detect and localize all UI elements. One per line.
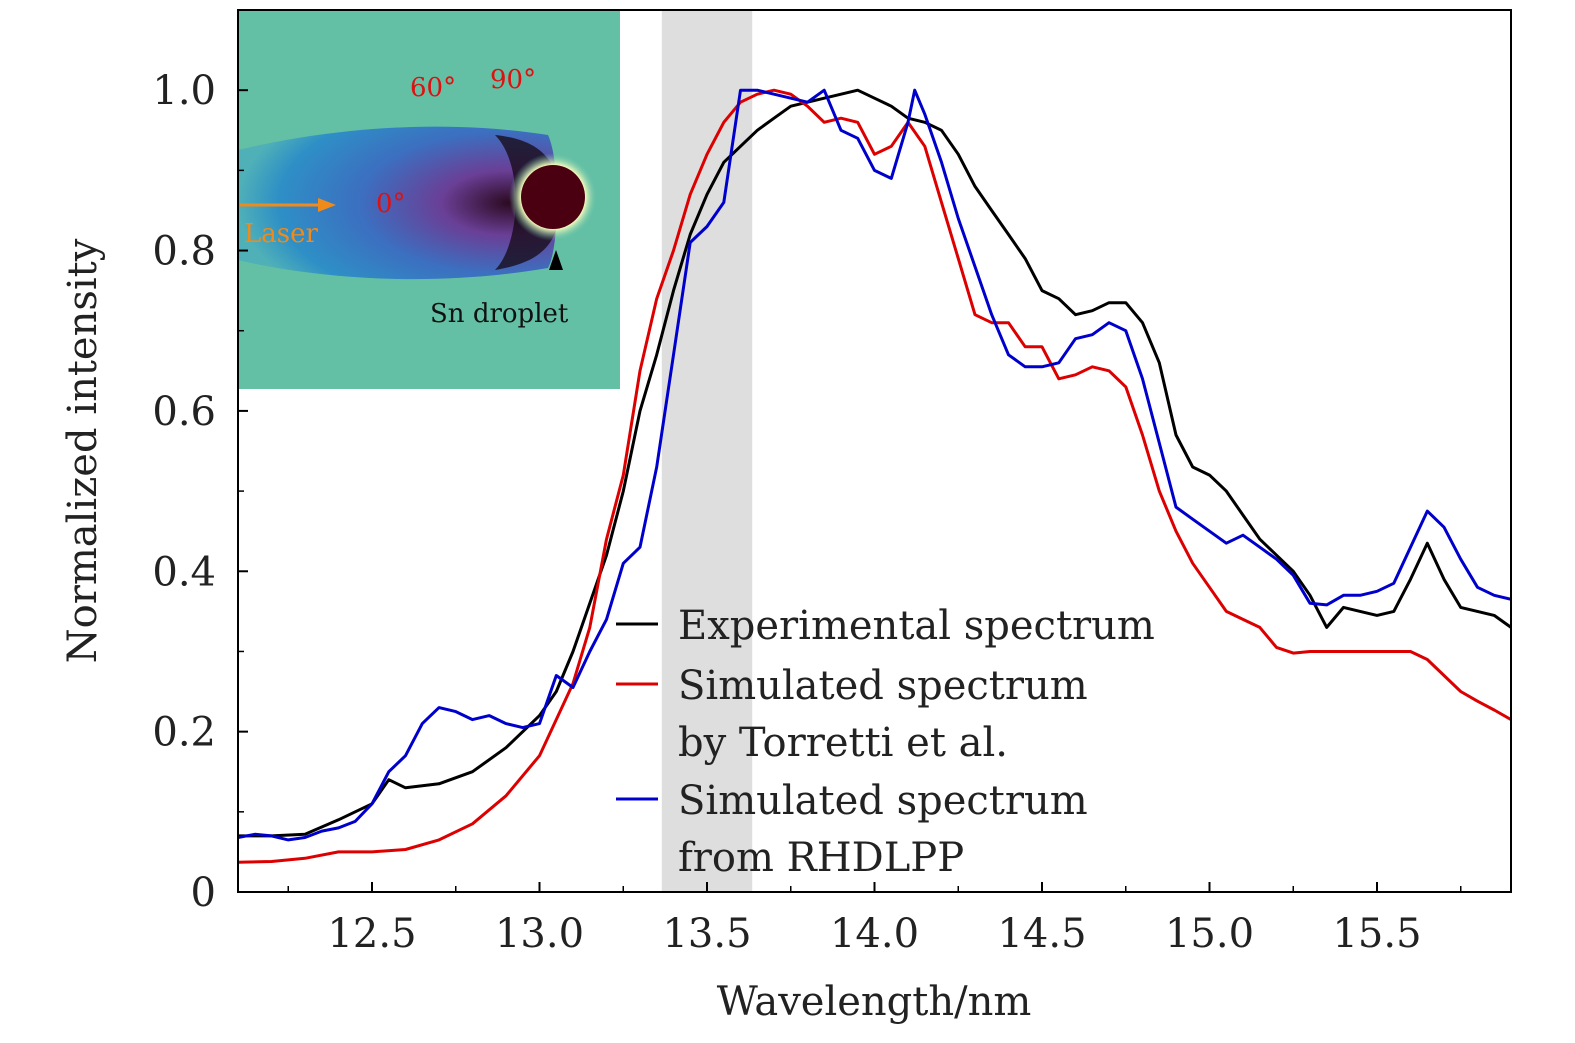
label-60deg: 60° bbox=[410, 73, 456, 103]
label-90deg: 90° bbox=[490, 65, 536, 95]
x-tick-label: 14.5 bbox=[997, 911, 1086, 957]
y-tick-label: 0.8 bbox=[152, 229, 216, 275]
label-sn-droplet: Sn droplet bbox=[430, 299, 569, 329]
inset-simulation-image: 60° 90° 0° Laser Sn droplet bbox=[238, 10, 620, 389]
legend: Experimental spectrum Simulated spectrum b… bbox=[616, 603, 1155, 881]
laser-arrow-head bbox=[318, 198, 336, 212]
x-tick-label: 15.5 bbox=[1332, 911, 1421, 957]
legend-label-2: by Torretti et al. bbox=[678, 720, 1008, 766]
series-line-3 bbox=[238, 88, 1511, 842]
x-tick-label: 12.5 bbox=[327, 911, 416, 957]
x-axis-title: Wavelength/nm bbox=[717, 979, 1032, 1025]
legend-label-3: Simulated spectrum bbox=[678, 778, 1088, 824]
plasma-plume bbox=[238, 126, 557, 280]
series-line-2 bbox=[238, 88, 1511, 864]
sn-droplet bbox=[521, 165, 585, 229]
y-tick-label: 0.6 bbox=[152, 389, 216, 435]
series-lines bbox=[238, 88, 1511, 864]
y-tick-label: 0.4 bbox=[152, 549, 216, 595]
axis-ticks: 12.5 13.0 13.5 14.0 14.5 15.0 15.5 0 0.2 0.4 0.6 0.… bbox=[152, 9, 1462, 957]
y-tick-label: 1.0 bbox=[152, 68, 216, 114]
x-tick-label: 15.0 bbox=[1165, 911, 1254, 957]
y-axis-title: Normalized intensity bbox=[60, 238, 106, 663]
x-tick-label: 13.0 bbox=[495, 911, 584, 957]
legend-label-2: Simulated spectrum bbox=[678, 663, 1088, 709]
droplet-pointer-icon bbox=[549, 250, 563, 270]
x-tick-label: 14.0 bbox=[830, 911, 919, 957]
label-laser: Laser bbox=[244, 219, 318, 249]
legend-label-3: from RHDLPP bbox=[678, 835, 964, 881]
legend-label-1: Experimental spectrum bbox=[678, 603, 1155, 649]
y-tick-label: 0.2 bbox=[152, 710, 216, 756]
label-0deg: 0° bbox=[376, 189, 406, 219]
x-tick-label: 13.5 bbox=[662, 911, 751, 957]
y-tick-label: 0 bbox=[191, 870, 216, 916]
